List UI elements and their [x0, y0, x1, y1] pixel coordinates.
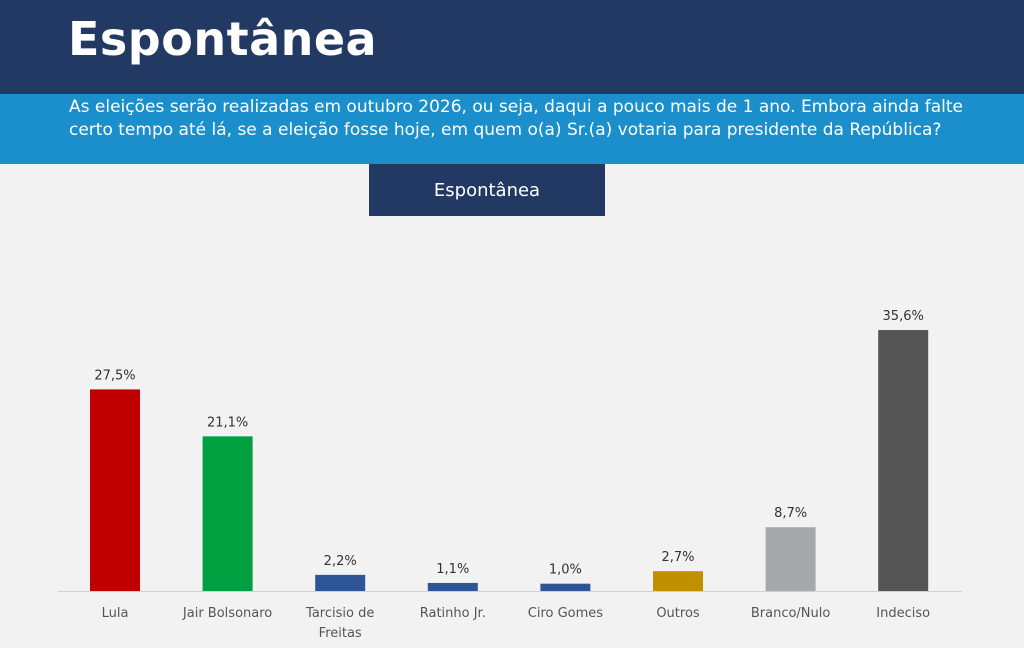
data-label: 1,0% — [549, 563, 582, 578]
bar — [315, 574, 366, 591]
bar — [90, 389, 140, 591]
data-label: 35,6% — [883, 309, 924, 324]
bar — [765, 527, 816, 591]
data-label: 1,1% — [436, 562, 469, 577]
data-label: 8,7% — [774, 506, 807, 521]
bar — [540, 583, 591, 591]
x-tick-label: Indeciso — [876, 606, 930, 621]
x-tick-label: Branco/Nulo — [751, 606, 831, 621]
x-tick-label: Jair Bolsonaro — [182, 606, 272, 621]
page-title: Espontânea — [68, 12, 378, 66]
x-tick-label: Outros — [656, 606, 700, 621]
bar — [878, 330, 929, 591]
question-band: As eleições serão realizadas em outubro … — [0, 94, 1024, 164]
bar — [653, 571, 703, 591]
question-text: As eleições serão realizadas em outubro … — [69, 97, 964, 140]
x-tick-label: Ratinho Jr. — [420, 606, 486, 621]
bar — [427, 582, 478, 591]
bar-chart: 27,5% Lula 21,1% Jair Bolsonaro 2,2% Tarcisio… — [58, 309, 962, 641]
x-tick-label: Tarcisio de Freitas — [305, 606, 374, 641]
chart-label-box: Espontânea — [369, 164, 605, 216]
bar — [202, 436, 253, 591]
x-tick-label: Lula — [102, 606, 129, 621]
data-label: 2,7% — [661, 550, 694, 565]
data-label: 27,5% — [94, 368, 135, 383]
data-label: 21,1% — [207, 415, 248, 430]
x-tick-label: Ciro Gomes — [528, 606, 604, 621]
header-banner: Espontânea — [0, 0, 1024, 94]
data-label: 2,2% — [324, 554, 357, 569]
